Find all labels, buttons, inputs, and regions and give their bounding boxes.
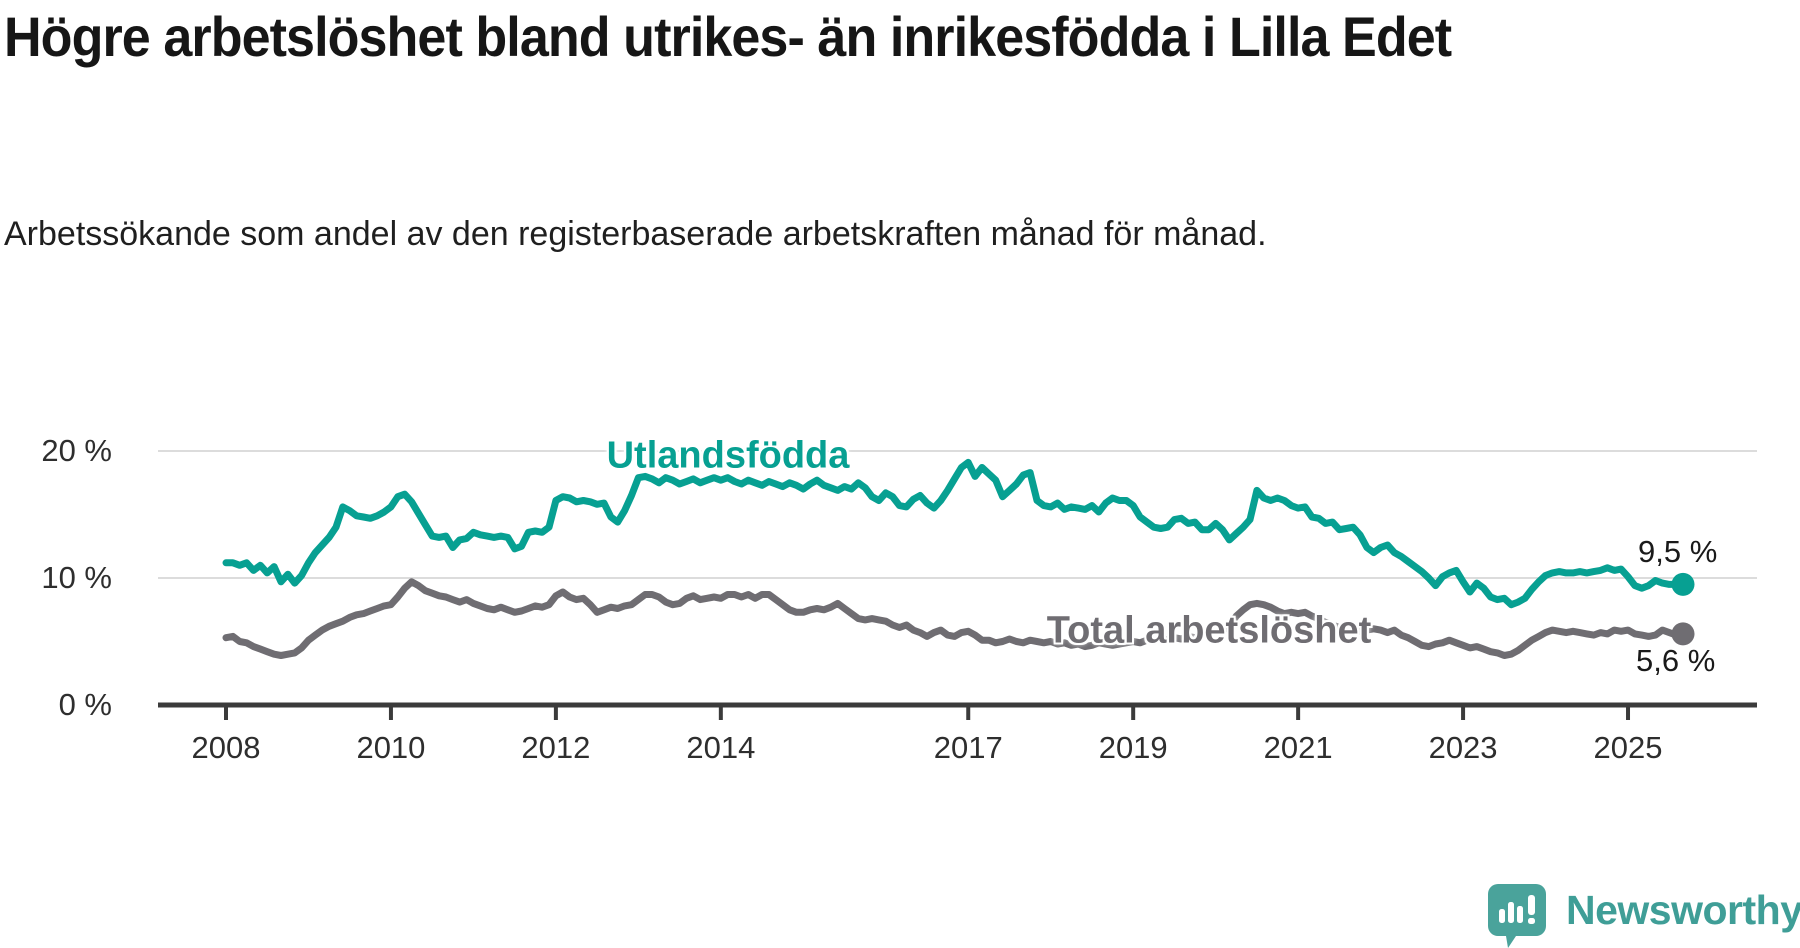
series-end-dot-utlandsfodda (1671, 572, 1695, 596)
series-label-utlandsfodda: Utlandsfödda (606, 434, 850, 477)
y-axis-label: 0 % (58, 687, 112, 722)
newsworthy-logo-text: Newsworthy (1566, 887, 1800, 933)
x-axis-label: 2021 (1263, 730, 1333, 765)
x-axis-label: 2023 (1428, 730, 1498, 765)
y-axis-label: 20 % (41, 433, 112, 468)
series-label-total: Total arbetslöshet (1046, 609, 1372, 652)
x-axis-label: 2014 (686, 730, 756, 765)
series-line-total (222, 578, 1687, 659)
series-end-value-utlandsfodda: 9,5 % (1638, 534, 1718, 569)
series-end-value-total: 5,6 % (1636, 643, 1716, 678)
logo-bar-2 (1508, 902, 1514, 923)
x-axis-label: 2017 (933, 730, 1003, 765)
chart-title: Högre arbetslöshet bland utrikes- än inr… (4, 5, 1452, 68)
y-axis-label: 10 % (41, 560, 112, 595)
x-axis-label: 2025 (1593, 730, 1663, 765)
series-line-utlandsfodda (222, 458, 1687, 609)
x-axis-label: 2010 (356, 730, 426, 765)
chart-subtitle: Arbetssökande som andel av den registerb… (4, 215, 1267, 253)
newsworthy-logo: Newsworthy (1488, 884, 1800, 948)
logo-bar-1 (1499, 909, 1505, 923)
logo-exclamation-dot (1528, 918, 1535, 924)
x-axis-label: 2019 (1098, 730, 1168, 765)
series-end-dot-total (1671, 622, 1695, 646)
x-axis-label: 2012 (521, 730, 591, 765)
logo-exclamation-bar (1528, 895, 1535, 915)
logo-bar-3 (1517, 906, 1523, 923)
newsworthy-logo-icon (1488, 884, 1546, 948)
x-axis-label: 2008 (191, 730, 261, 765)
